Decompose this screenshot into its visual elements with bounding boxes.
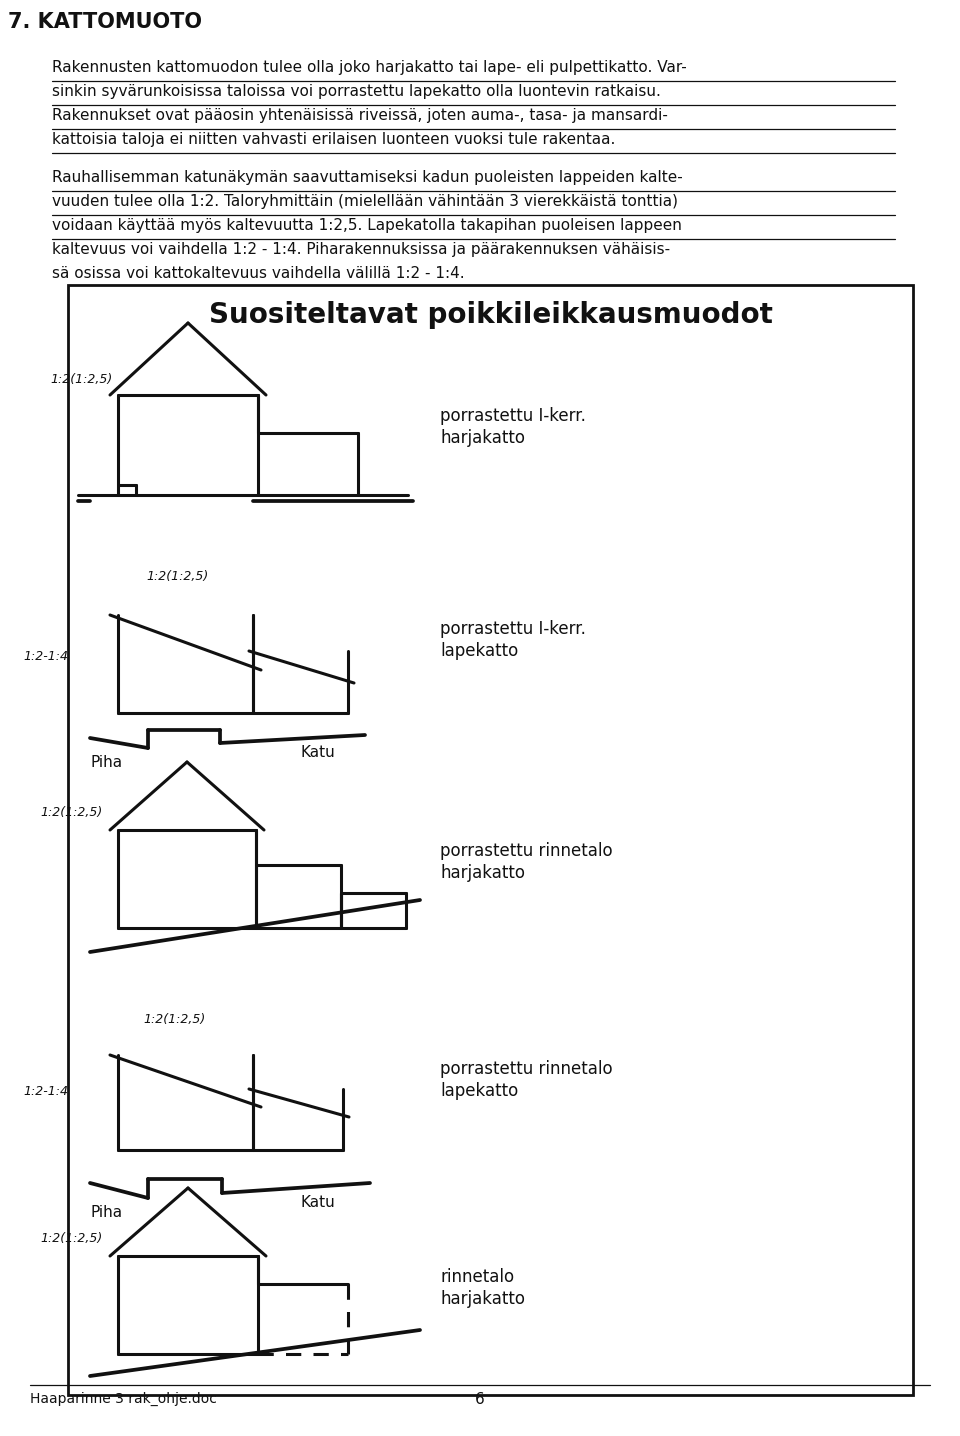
Text: Suositeltavat poikkileikkausmuodot: Suositeltavat poikkileikkausmuodot — [208, 302, 773, 329]
Text: Piha: Piha — [90, 1205, 122, 1221]
Text: Katu: Katu — [300, 1195, 335, 1211]
Text: 1:2-1:4: 1:2-1:4 — [23, 651, 68, 663]
Text: 7. KATTOMUOTO: 7. KATTOMUOTO — [8, 11, 202, 32]
Text: Rauhallisemman katunäkymän saavuttamiseksi kadun puoleisten lappeiden kalte-: Rauhallisemman katunäkymän saavuttamisek… — [52, 169, 683, 185]
Text: 1:2(1:2,5): 1:2(1:2,5) — [146, 570, 208, 583]
Text: kattoisia taloja ei niitten vahvasti erilaisen luonteen vuoksi tule rakentaa.: kattoisia taloja ei niitten vahvasti eri… — [52, 132, 615, 146]
Text: sä osissa voi kattokaltevuus vaihdella välillä 1:2 - 1:4.: sä osissa voi kattokaltevuus vaihdella v… — [52, 266, 465, 281]
Text: porrastettu I-kerr.: porrastettu I-kerr. — [440, 620, 586, 638]
Text: vuuden tulee olla 1:2. Taloryhmittäin (mielellään vähintään 3 vierekkäistä tontt: vuuden tulee olla 1:2. Taloryhmittäin (m… — [52, 194, 678, 210]
Text: porrastettu rinnetalo: porrastettu rinnetalo — [440, 841, 612, 860]
Text: 6: 6 — [475, 1391, 485, 1407]
Text: harjakatto: harjakatto — [440, 864, 525, 882]
Text: kaltevuus voi vaihdella 1:2 - 1:4. Piharakennuksissa ja päärakennuksen vähäisis-: kaltevuus voi vaihdella 1:2 - 1:4. Pihar… — [52, 243, 670, 257]
Text: porrastettu I-kerr.: porrastettu I-kerr. — [440, 406, 586, 425]
Text: lapekatto: lapekatto — [440, 642, 518, 661]
Text: rinnetalo: rinnetalo — [440, 1268, 515, 1287]
Text: 1:2(1:2,5): 1:2(1:2,5) — [50, 373, 112, 386]
Text: 1:2-1:4: 1:2-1:4 — [23, 1086, 68, 1099]
Text: 1:2(1:2,5): 1:2(1:2,5) — [143, 1012, 205, 1025]
Text: harjakatto: harjakatto — [440, 1290, 525, 1308]
Text: Rakennusten kattomuodon tulee olla joko harjakatto tai lape- eli pulpettikatto. : Rakennusten kattomuodon tulee olla joko … — [52, 60, 686, 75]
Text: voidaan käyttää myös kaltevuutta 1:2,5. Lapekatolla takapihan puoleisen lappeen: voidaan käyttää myös kaltevuutta 1:2,5. … — [52, 218, 682, 233]
Text: sinkin syvärunkoisissa taloissa voi porrastettu lapekatto olla luontevin ratkais: sinkin syvärunkoisissa taloissa voi porr… — [52, 83, 660, 99]
Text: Haaparinne 3 rak_ohje.doc: Haaparinne 3 rak_ohje.doc — [30, 1391, 217, 1406]
Text: lapekatto: lapekatto — [440, 1081, 518, 1100]
Text: 1:2(1:2,5): 1:2(1:2,5) — [40, 1232, 103, 1245]
Text: Piha: Piha — [90, 755, 122, 770]
Text: porrastettu rinnetalo: porrastettu rinnetalo — [440, 1060, 612, 1078]
Bar — [68, 284, 913, 1394]
Text: 1:2(1:2,5): 1:2(1:2,5) — [40, 806, 103, 819]
Text: harjakatto: harjakatto — [440, 429, 525, 447]
Text: Rakennukset ovat pääosin yhtenäisissä riveissä, joten auma-, tasa- ja mansardi-: Rakennukset ovat pääosin yhtenäisissä ri… — [52, 108, 668, 123]
Text: Katu: Katu — [300, 745, 335, 760]
